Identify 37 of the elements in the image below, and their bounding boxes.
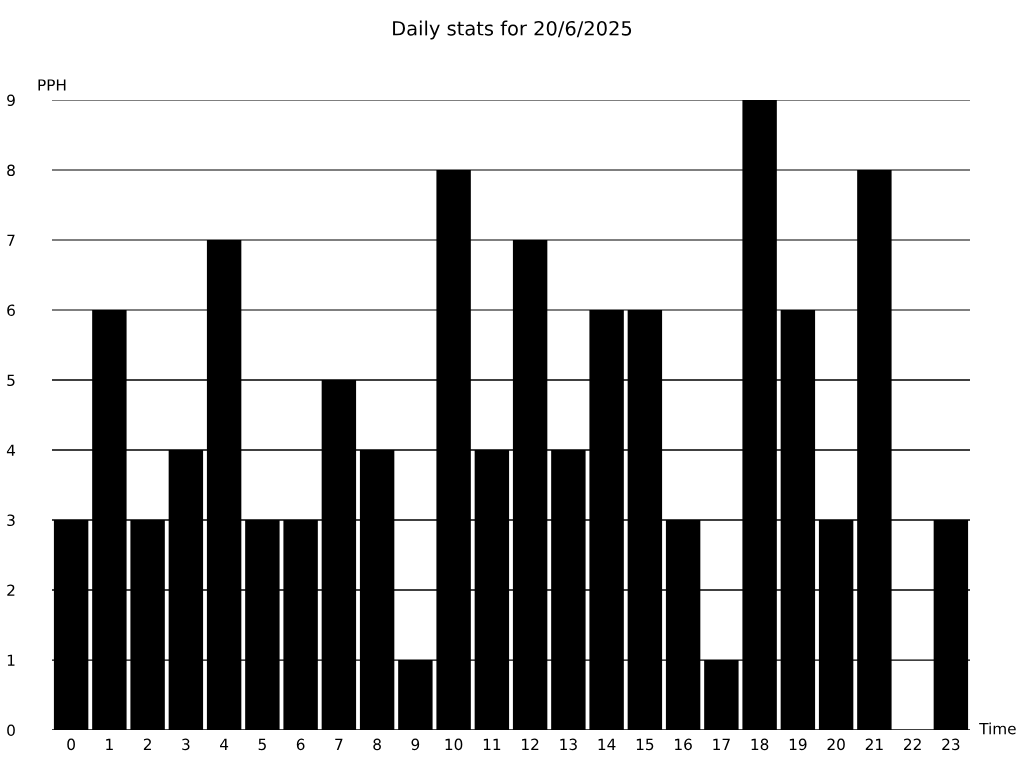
y-tick-label: 4 [6,444,16,456]
x-tick-label: 13 [560,738,577,751]
y-axis-title: PPH [38,79,66,91]
y-tick-label: 2 [7,584,15,596]
x-tick-label: 22 [904,738,921,750]
x-tick-label: 15 [636,738,654,751]
x-tick-label: 20 [827,738,845,751]
x-tick-label: 10 [445,738,463,751]
y-tick-label: 1 [7,654,15,666]
x-axis-title: Time [979,722,1016,735]
y-tick-label: 5 [7,374,15,387]
x-tick-label: 4 [220,738,229,750]
x-tick-label: 9 [411,738,420,751]
x-tick-label: 12 [522,738,539,750]
y-tick-label: 7 [7,234,15,246]
x-tick-label: 16 [675,738,692,751]
x-tick-label: 17 [713,738,730,750]
x-tick-label: 1 [106,738,113,750]
x-tick-label: 6 [296,738,305,751]
x-tick-label: 18 [751,738,769,751]
x-tick-label: 11 [483,738,501,750]
x-tick-label: 3 [182,738,190,751]
x-tick-label: 5 [258,738,266,751]
x-tick-label: 21 [865,738,883,750]
y-tick-label: 8 [7,164,15,177]
x-tick-label: 7 [335,738,343,750]
x-tick-label: 2 [143,738,151,750]
x-tick-label: 14 [598,738,616,750]
x-tick-label: 0 [67,738,75,751]
x-tick-label: 23 [942,738,960,751]
y-tick-label: 6 [7,304,15,317]
chart-title: Daily stats for 20/6/2025 [393,20,632,40]
y-tick-label: 0 [7,724,15,737]
x-tick-label: 19 [789,738,807,751]
y-tick-label: 3 [7,514,15,527]
y-tick-label: 9 [7,94,15,107]
x-tick-label: 8 [373,738,381,751]
